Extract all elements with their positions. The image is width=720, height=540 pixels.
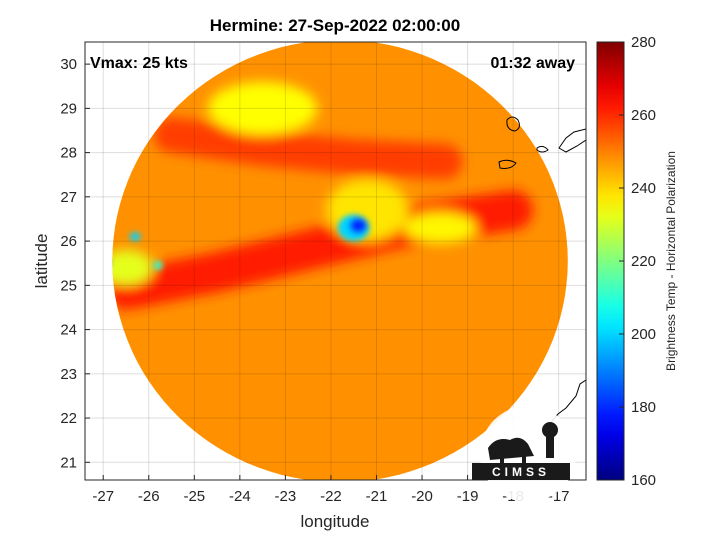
y-tick-label: 28 <box>60 145 77 162</box>
cimss-logo: CIMSS <box>472 406 576 502</box>
x-tick-label: -19 <box>457 488 479 505</box>
time-away-annotation: 01:32 away <box>490 55 575 72</box>
plot-area: -27-26-25-24-23-22-21-20-19-18-17 212223… <box>60 41 587 505</box>
cimss-logo-text: CIMSS <box>492 465 550 479</box>
x-tick-label: -21 <box>366 488 388 505</box>
x-axis-label: longitude <box>300 512 369 531</box>
x-axis: -27-26-25-24-23-22-21-20-19-18-17 <box>92 475 570 505</box>
x-tick-label: -27 <box>92 488 114 505</box>
convective-cell-10 <box>153 261 163 270</box>
colorbar-tick-label: 240 <box>631 180 656 197</box>
y-axis: 21 22 23 24 25 26 27 28 29 30 <box>60 56 90 471</box>
convective-cell-9 <box>129 232 141 242</box>
x-tick-label: -25 <box>183 488 205 505</box>
cloud-band-1 <box>153 117 463 180</box>
colorbar-tick-label: 180 <box>631 399 656 416</box>
y-tick-label: 30 <box>60 56 77 73</box>
colorbar: 160 180 200 220 240 260 280 Brightness Temp - … <box>596 34 678 489</box>
x-tick-label: -23 <box>275 488 297 505</box>
x-tick-label: -22 <box>320 488 342 505</box>
colorbar-label: Brightness Temp - Horizontal Polarizatio… <box>664 151 678 371</box>
convective-cell-5 <box>207 81 318 135</box>
y-tick-label: 27 <box>60 189 77 206</box>
y-tick-label: 29 <box>60 100 77 117</box>
y-tick-label: 22 <box>60 410 77 427</box>
convective-cell-3 <box>403 212 477 244</box>
y-tick-label: 23 <box>60 366 77 383</box>
colorbar-tick-label: 220 <box>631 253 656 270</box>
colorbar-tick-label: 280 <box>631 34 656 51</box>
x-tick-label: -24 <box>229 488 251 505</box>
coastline <box>498 116 586 427</box>
y-tick-label: 24 <box>60 322 77 339</box>
vmax-annotation: Vmax: 25 kts <box>90 55 188 72</box>
colorbar-tick-label: 160 <box>631 472 656 489</box>
y-tick-label: 26 <box>60 233 77 250</box>
y-tick-label: 21 <box>60 454 77 471</box>
convective-cell-7 <box>349 217 368 234</box>
colorbar-tick-label: 200 <box>631 326 656 343</box>
y-tick-label: 25 <box>60 277 77 294</box>
colorbar-tick-label: 260 <box>631 107 656 124</box>
y-axis-label: latitude <box>32 234 51 289</box>
x-tick-label: -26 <box>138 488 160 505</box>
x-tick-label: -20 <box>411 488 433 505</box>
chart-title: Hermine: 27-Sep-2022 02:00:00 <box>210 16 460 35</box>
